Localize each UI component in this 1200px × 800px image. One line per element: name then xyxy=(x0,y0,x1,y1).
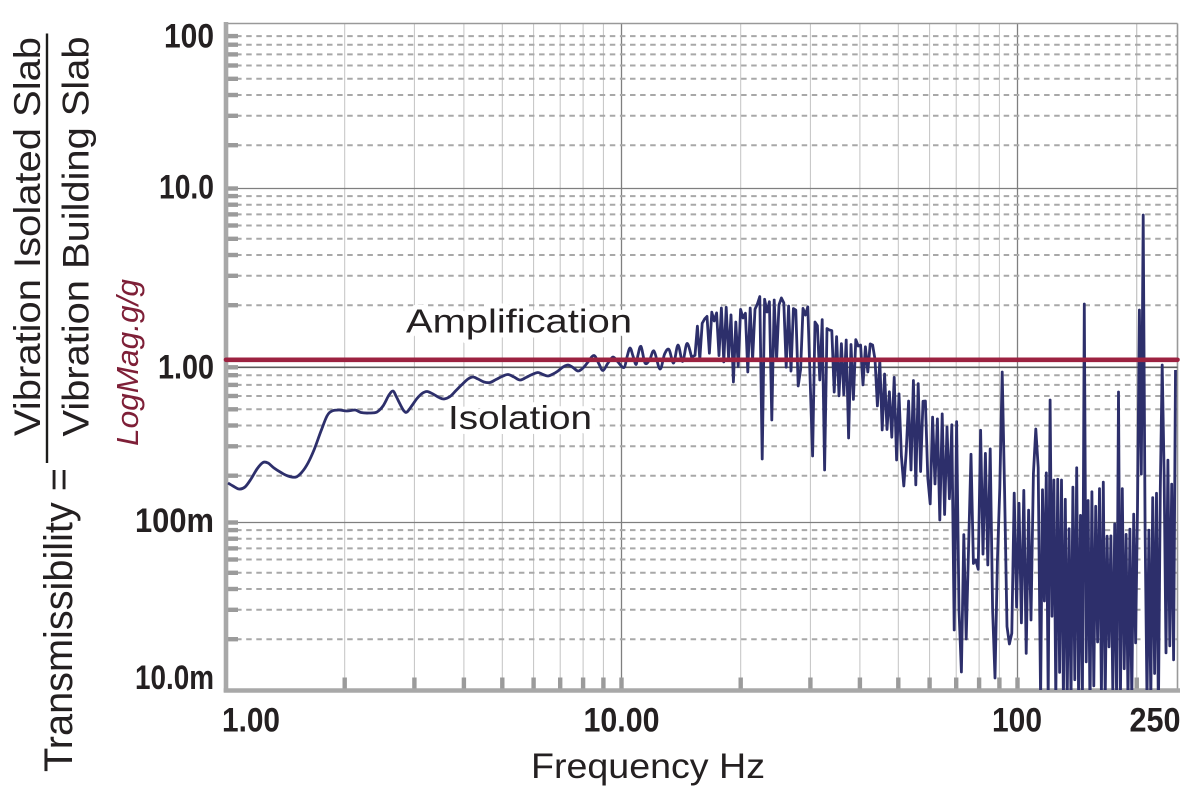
svg-text:100: 100 xyxy=(164,18,214,56)
svg-text:LogMag.g/g: LogMag.g/g xyxy=(110,279,145,446)
svg-text:Transmissibility =: Transmissibility = xyxy=(37,468,81,772)
svg-text:10.0: 10.0 xyxy=(159,169,214,207)
svg-text:Isolation: Isolation xyxy=(448,399,592,436)
svg-text:Vibration Building Slab: Vibration Building Slab xyxy=(55,36,97,436)
svg-text:Vibration Isolated Slab: Vibration Isolated Slab xyxy=(6,37,48,436)
svg-text:Frequency Hz: Frequency Hz xyxy=(531,747,765,786)
svg-text:10.0m: 10.0m xyxy=(135,659,214,697)
svg-text:100: 100 xyxy=(992,702,1042,740)
svg-text:250: 250 xyxy=(1130,702,1181,740)
svg-text:Amplification: Amplification xyxy=(406,303,632,340)
svg-text:1.00: 1.00 xyxy=(158,349,214,387)
svg-text:1.00: 1.00 xyxy=(222,702,280,740)
svg-text:10.00: 10.00 xyxy=(584,702,660,740)
svg-text:100m: 100m xyxy=(135,502,214,540)
